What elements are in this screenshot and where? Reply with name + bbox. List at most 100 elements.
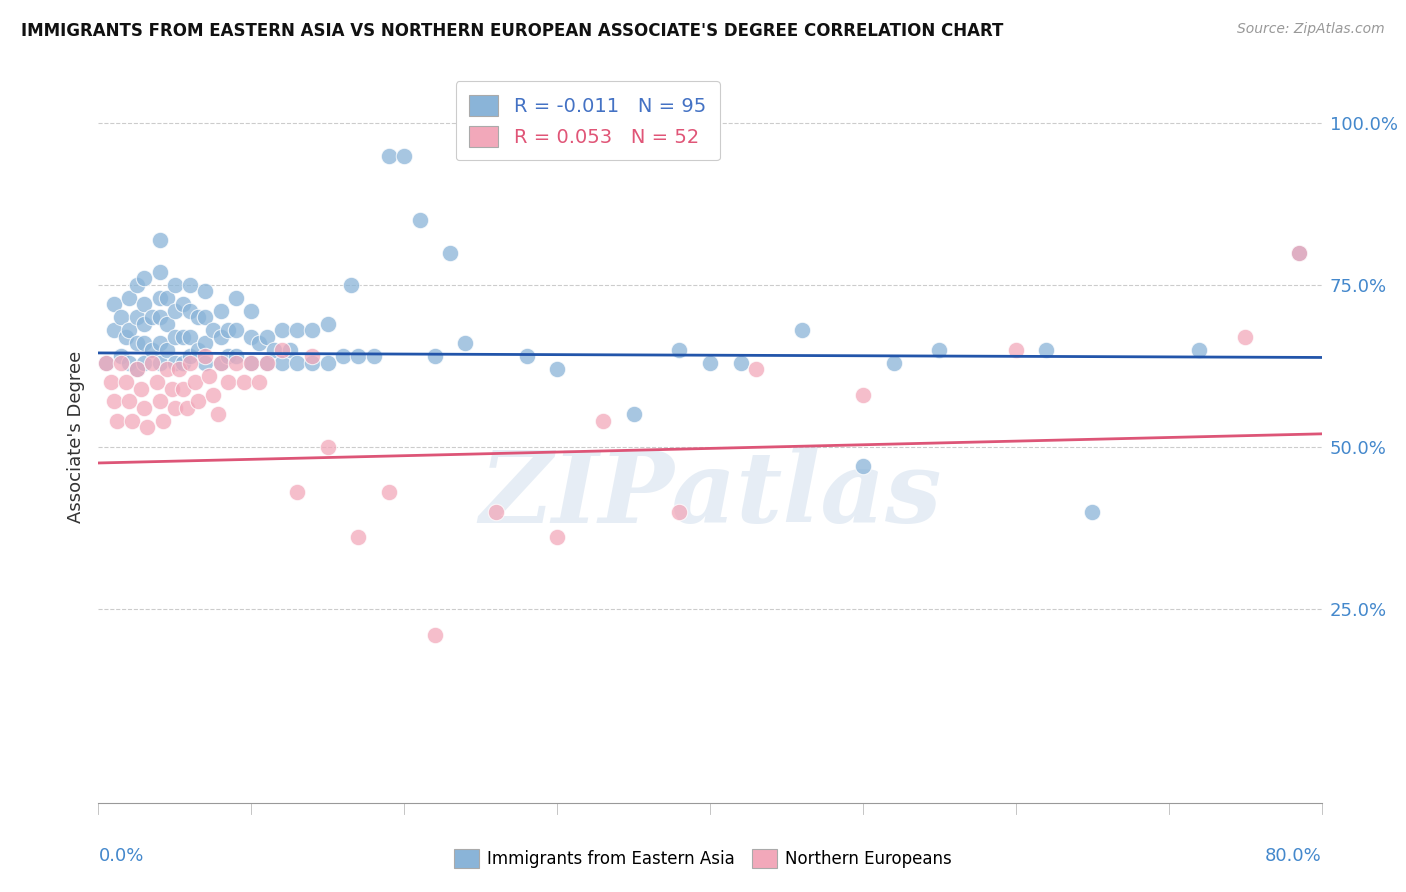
- Point: [197, 368, 219, 383]
- Point: [668, 343, 690, 357]
- Text: 0.0%: 0.0%: [98, 847, 143, 864]
- Point: [240, 330, 263, 344]
- Point: [169, 362, 191, 376]
- Point: [301, 356, 323, 370]
- Point: [423, 627, 446, 641]
- Point: [194, 356, 217, 370]
- Point: [1234, 330, 1257, 344]
- Point: [301, 349, 323, 363]
- Point: [256, 330, 278, 344]
- Text: ZIPatlas: ZIPatlas: [479, 448, 941, 544]
- Point: [423, 349, 446, 363]
- Point: [217, 349, 239, 363]
- Point: [209, 330, 232, 344]
- Point: [134, 336, 156, 351]
- Point: [103, 297, 125, 311]
- Point: [179, 330, 201, 344]
- Point: [378, 485, 401, 500]
- Point: [125, 336, 148, 351]
- Point: [172, 297, 194, 311]
- Point: [790, 323, 813, 337]
- Point: [105, 414, 128, 428]
- Point: [184, 375, 207, 389]
- Point: [149, 394, 172, 409]
- Point: [546, 530, 568, 544]
- Point: [134, 356, 156, 370]
- Point: [149, 336, 172, 351]
- Point: [141, 343, 163, 357]
- Point: [110, 356, 132, 370]
- Point: [156, 291, 179, 305]
- Point: [179, 277, 201, 292]
- Point: [160, 382, 183, 396]
- Point: [125, 362, 148, 376]
- Point: [149, 291, 172, 305]
- Point: [852, 459, 875, 474]
- Point: [100, 375, 122, 389]
- Point: [1081, 504, 1104, 518]
- Point: [232, 375, 254, 389]
- Point: [363, 349, 385, 363]
- Point: [730, 356, 752, 370]
- Point: [285, 356, 308, 370]
- Point: [623, 408, 645, 422]
- Point: [202, 388, 225, 402]
- Point: [852, 388, 875, 402]
- Point: [118, 394, 141, 409]
- Point: [668, 504, 690, 518]
- Point: [270, 343, 292, 357]
- Point: [110, 349, 132, 363]
- Point: [134, 401, 156, 415]
- Point: [347, 530, 370, 544]
- Point: [194, 336, 217, 351]
- Point: [928, 343, 950, 357]
- Point: [156, 362, 179, 376]
- Point: [263, 343, 285, 357]
- Point: [103, 323, 125, 337]
- Point: [392, 148, 416, 162]
- Point: [134, 271, 156, 285]
- Point: [134, 297, 156, 311]
- Point: [118, 323, 141, 337]
- Point: [217, 323, 239, 337]
- Point: [270, 323, 292, 337]
- Point: [240, 356, 263, 370]
- Point: [225, 356, 247, 370]
- Point: [217, 375, 239, 389]
- Point: [439, 245, 461, 260]
- Point: [247, 336, 270, 351]
- Point: [176, 401, 198, 415]
- Point: [118, 356, 141, 370]
- Point: [172, 382, 194, 396]
- Point: [270, 356, 292, 370]
- Text: IMMIGRANTS FROM EASTERN ASIA VS NORTHERN EUROPEAN ASSOCIATE'S DEGREE CORRELATION: IMMIGRANTS FROM EASTERN ASIA VS NORTHERN…: [21, 22, 1004, 40]
- Text: Source: ZipAtlas.com: Source: ZipAtlas.com: [1237, 22, 1385, 37]
- Point: [247, 375, 270, 389]
- Point: [1288, 245, 1310, 260]
- Point: [316, 317, 339, 331]
- Point: [172, 356, 194, 370]
- Point: [115, 375, 138, 389]
- Point: [149, 265, 172, 279]
- Point: [141, 356, 163, 370]
- Point: [110, 310, 132, 325]
- Point: [145, 375, 167, 389]
- Point: [125, 362, 148, 376]
- Point: [1035, 343, 1057, 357]
- Point: [202, 323, 225, 337]
- Point: [129, 382, 152, 396]
- Point: [339, 277, 361, 292]
- Point: [149, 310, 172, 325]
- Point: [152, 414, 174, 428]
- Point: [1288, 245, 1310, 260]
- Point: [187, 343, 209, 357]
- Point: [125, 277, 148, 292]
- Point: [225, 291, 247, 305]
- Point: [883, 356, 905, 370]
- Point: [179, 349, 201, 363]
- Point: [172, 330, 194, 344]
- Point: [301, 323, 323, 337]
- Point: [207, 408, 229, 422]
- Point: [316, 356, 339, 370]
- Point: [225, 349, 247, 363]
